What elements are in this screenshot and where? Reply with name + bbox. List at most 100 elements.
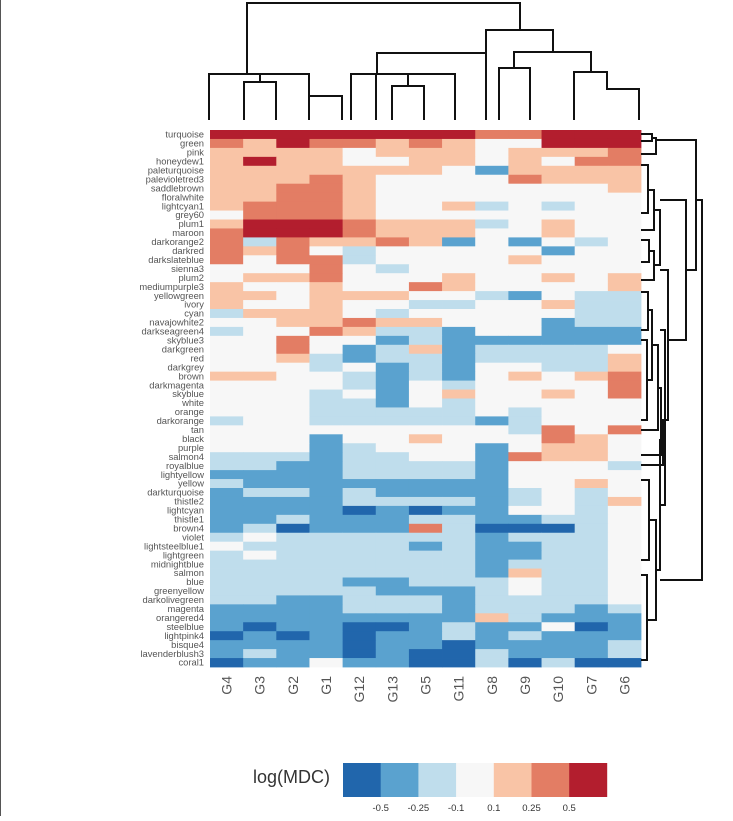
heatmap-cell: [342, 398, 377, 408]
heatmap-cell: [276, 559, 310, 569]
row-label: thistle1: [174, 514, 204, 525]
heatmap-cell: [210, 156, 244, 167]
heatmap-cell: [541, 505, 576, 516]
row-label: red: [190, 352, 204, 363]
heatmap-cell: [276, 228, 310, 238]
heatmap-cell: [475, 317, 509, 328]
heatmap-cell: [442, 577, 476, 587]
heatmap-cell: [442, 130, 476, 140]
heatmap-cell: [508, 443, 542, 453]
dendrogram-branch: [641, 419, 664, 466]
heatmap-cell: [574, 479, 609, 489]
heatmap-cell: [475, 532, 509, 543]
heatmap-cell: [210, 300, 244, 310]
heatmap-cell: [607, 380, 642, 390]
heatmap-cell: [342, 407, 377, 417]
heatmap-cell: [408, 353, 443, 364]
heatmap-cell: [475, 138, 509, 149]
heatmap-cell: [442, 326, 476, 337]
heatmap-cell: [210, 264, 244, 274]
heatmap-cell: [607, 595, 642, 605]
heatmap-cell: [408, 264, 443, 274]
heatmap-cell: [475, 130, 509, 140]
heatmap-cell: [475, 362, 509, 373]
heatmap-cell: [574, 282, 609, 292]
heatmap-cell: [574, 264, 609, 274]
heatmap-cell: [508, 362, 542, 373]
heatmap-cell: [442, 452, 476, 462]
row-label: steelblue: [166, 621, 204, 632]
heatmap-cell: [574, 407, 609, 417]
heatmap-cell: [210, 335, 244, 346]
heatmap-cell: [243, 488, 277, 498]
heatmap-cell: [508, 479, 542, 489]
heatmap-cell: [607, 246, 642, 256]
heatmap-cell: [508, 165, 542, 176]
dendrogram-branch: [573, 71, 640, 120]
heatmap-cell: [607, 586, 642, 596]
heatmap-cell: [475, 389, 509, 399]
heatmap-cell: [276, 595, 310, 605]
heatmap-cell: [243, 470, 277, 480]
heatmap-cell: [210, 640, 244, 650]
dendrogram-branch: [660, 269, 669, 421]
heatmap-cell: [508, 622, 542, 632]
heatmap-cell: [475, 434, 509, 444]
heatmap-cell: [574, 658, 609, 668]
heatmap-cell: [210, 371, 244, 381]
heatmap-cell: [508, 550, 542, 560]
heatmap-cell: [574, 192, 609, 202]
heatmap-cell: [342, 174, 377, 185]
heatmap-cell: [408, 541, 443, 552]
heatmap-cell: [574, 541, 609, 552]
heatmap-cell: [574, 461, 609, 471]
heatmap-cell: [408, 577, 443, 587]
heatmap-cell: [607, 640, 642, 650]
heatmap-cell: [210, 514, 244, 525]
heatmap-cell: [210, 246, 244, 256]
heatmap-cell: [541, 389, 576, 399]
heatmap-cell: [210, 461, 244, 471]
heatmap-cell: [243, 541, 277, 552]
heatmap-cell: [276, 344, 310, 355]
heatmap-cell: [541, 577, 576, 587]
heatmap-cell: [375, 326, 410, 337]
heatmap-cell: [442, 658, 476, 668]
heatmap-cell: [375, 201, 410, 211]
heatmap-cell: [210, 317, 244, 328]
heatmap-cell: [375, 640, 410, 650]
heatmap-cell: [309, 523, 344, 534]
heatmap-cell: [508, 425, 542, 435]
legend-tick-label: 0.25: [522, 803, 541, 814]
heatmap-cell: [541, 326, 576, 337]
heatmap-cell: [408, 586, 443, 596]
heatmap-cell: [541, 425, 576, 435]
heatmap-cell: [442, 550, 476, 560]
row-label: thistle2: [174, 496, 204, 507]
heatmap-cell: [375, 192, 410, 202]
heatmap-cell: [342, 514, 377, 525]
color-legend: log(MDC) -0.5 -0.25 -0.1 0.1 0.25 0.5: [253, 763, 608, 814]
legend-tick-label: -0.1: [448, 803, 464, 814]
heatmap-cell: [574, 147, 609, 158]
heatmap-cell: [309, 300, 344, 310]
heatmap-cell: [243, 640, 277, 650]
heatmap-cell: [541, 174, 576, 185]
heatmap-cell: [475, 255, 509, 265]
heatmap-cell: [607, 461, 642, 471]
heatmap-cell: [574, 300, 609, 310]
heatmap-cell: [276, 586, 310, 596]
heatmap-cell: [442, 479, 476, 489]
heatmap-cell: [442, 631, 476, 641]
heatmap-cell: [408, 138, 443, 149]
heatmap-cell: [574, 559, 609, 569]
heatmap-cell: [210, 613, 244, 623]
heatmap-cell: [508, 577, 542, 587]
heatmap-cell: [276, 470, 310, 480]
heatmap-cell: [276, 640, 310, 650]
heatmap-cell: [309, 326, 344, 337]
row-label: palevioletred3: [146, 173, 204, 184]
dendrogram-branch: [641, 291, 649, 331]
heatmap-cell: [276, 461, 310, 471]
heatmap-cell: [508, 434, 542, 444]
